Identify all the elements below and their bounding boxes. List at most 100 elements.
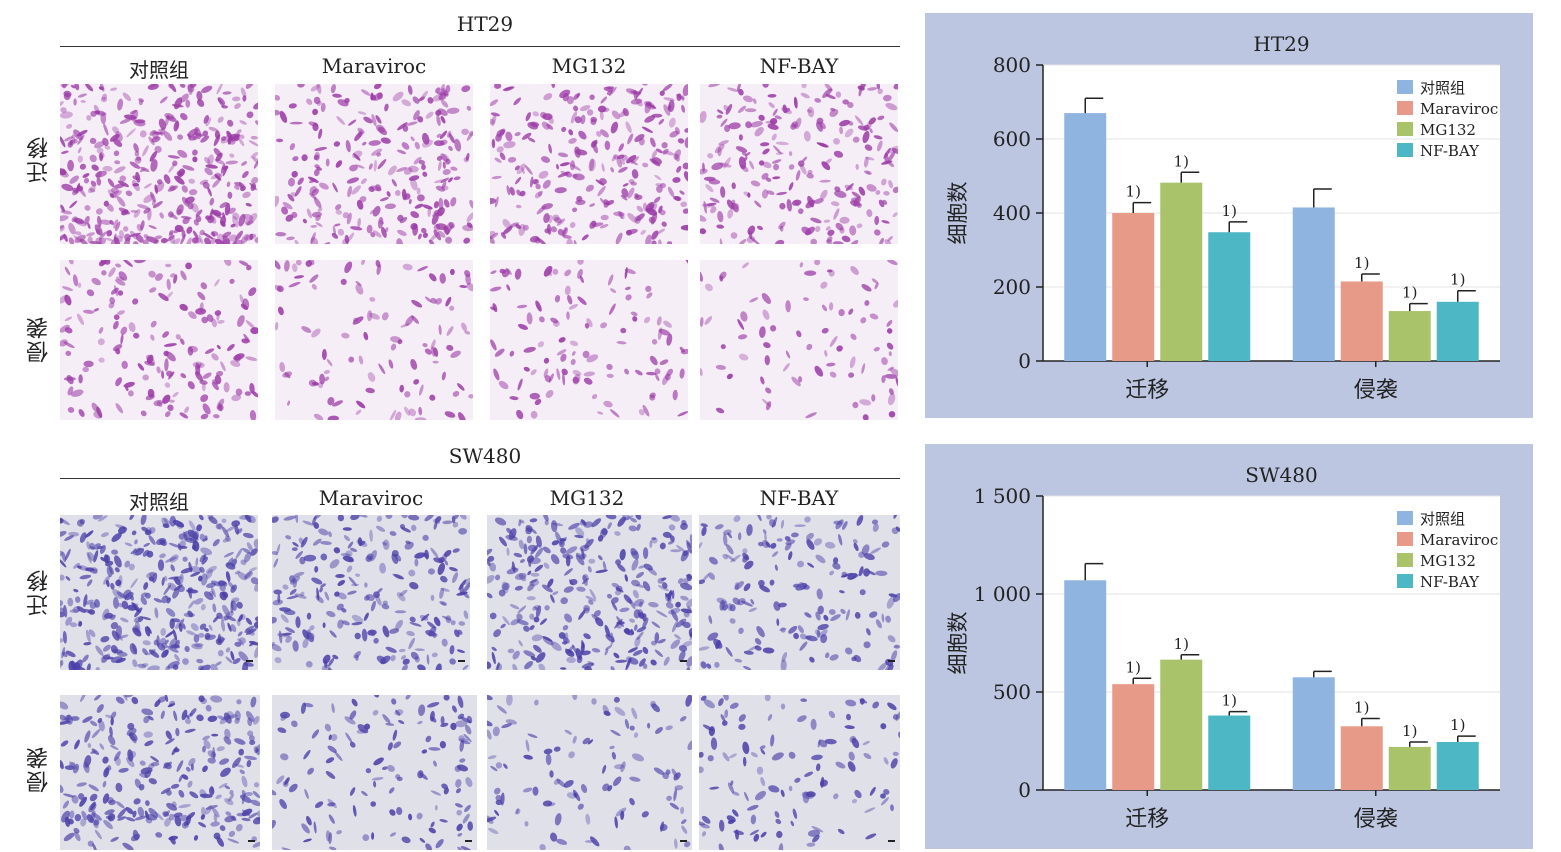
bar bbox=[1340, 726, 1383, 790]
micrograph-texture bbox=[60, 515, 258, 670]
legend-swatch bbox=[1397, 553, 1413, 567]
legend-label: 对照组 bbox=[1420, 510, 1465, 528]
bar bbox=[1292, 677, 1335, 790]
y-axis-label: 细胞数 bbox=[946, 182, 970, 245]
micrograph-texture bbox=[275, 84, 473, 244]
bar bbox=[1340, 281, 1383, 361]
significance-label: 1) bbox=[1450, 716, 1465, 734]
ht29-micrograph-migration-control bbox=[60, 84, 258, 244]
legend-label: NF-BAY bbox=[1420, 573, 1480, 591]
bar bbox=[1160, 182, 1203, 361]
micrograph-texture bbox=[487, 515, 692, 670]
ht29-col-head-maraviroc: Maraviroc bbox=[321, 54, 427, 78]
micrograph-texture bbox=[272, 695, 477, 850]
sw480-title-rule bbox=[60, 478, 900, 479]
significance-label: 1) bbox=[1354, 698, 1369, 716]
micrograph-texture bbox=[275, 260, 473, 420]
ht29-micrograph-invasion-maraviroc bbox=[275, 260, 473, 420]
sw480-col-head-control: 对照组 bbox=[129, 490, 189, 514]
sw480-micrograph-migration-nfbay bbox=[699, 515, 900, 670]
significance-label: 1) bbox=[1222, 692, 1237, 710]
micrograph-texture bbox=[272, 515, 470, 670]
ht29-row-label-migration: 迁移 bbox=[27, 135, 52, 183]
legend-label: 对照组 bbox=[1420, 79, 1465, 97]
significance-label: 1) bbox=[1402, 722, 1417, 740]
sw480-micrograph-migration-control bbox=[60, 515, 258, 670]
significance-label: 1) bbox=[1402, 284, 1417, 302]
significance-label: 1) bbox=[1450, 271, 1465, 289]
ht29-bar-chart: HT29 0 200 400 600 800 细胞数 1) 1) 1) 迁移 1) 1) 1) 侵袭 对照组 M… bbox=[925, 13, 1533, 418]
significance-label: 1) bbox=[1174, 635, 1189, 653]
bar bbox=[1436, 741, 1479, 790]
ht29-micrograph-migration-nfbay bbox=[700, 84, 898, 244]
bar bbox=[1160, 659, 1203, 790]
sw480-col-head-mg132: MG132 bbox=[549, 486, 625, 510]
x-category-label: 侵袭 bbox=[1354, 807, 1398, 832]
ht29-title-rule bbox=[60, 46, 900, 47]
micrograph-texture bbox=[60, 84, 258, 244]
significance-label: 1) bbox=[1126, 183, 1141, 201]
legend-label: NF-BAY bbox=[1420, 142, 1480, 160]
micrograph-texture bbox=[700, 260, 898, 420]
sw480-col-head-maraviroc: Maraviroc bbox=[318, 486, 424, 510]
significance-label: 1) bbox=[1354, 254, 1369, 272]
ht29-row-label-invasion: 侵袭 bbox=[27, 315, 52, 363]
micrograph-texture bbox=[60, 260, 258, 420]
ht29-micrograph-invasion-control bbox=[60, 260, 258, 420]
legend-swatch bbox=[1397, 101, 1413, 115]
significance-label: 1) bbox=[1222, 202, 1237, 220]
sw480-micrograph-migration-mg132 bbox=[487, 515, 692, 670]
sw480-col-head-nfbay: NF-BAY bbox=[759, 486, 839, 510]
sw480-row-label-migration: 迁移 bbox=[27, 568, 52, 616]
sw480-bar-chart: SW480 0 500 1 000 1 500 细胞数 1) 1) 1) 迁移 1) 1) 1) 侵袭 对照… bbox=[925, 444, 1533, 849]
x-category-label: 迁移 bbox=[1125, 807, 1169, 832]
sw480-bar-chart-svg: SW480 0 500 1 000 1 500 细胞数 1) 1) 1) 迁移 1) 1) 1) 侵袭 对照… bbox=[946, 463, 1500, 832]
chart-title: SW480 bbox=[1245, 463, 1317, 487]
legend-swatch bbox=[1397, 80, 1413, 94]
sw480-row-label-invasion: 侵袭 bbox=[27, 745, 52, 793]
sw480-micrograph-invasion-nfbay bbox=[699, 695, 900, 850]
legend-label: Maraviroc bbox=[1420, 100, 1498, 118]
y-tick-label: 1 000 bbox=[974, 582, 1031, 606]
bar bbox=[1064, 113, 1107, 361]
bar bbox=[1388, 746, 1431, 790]
significance-label: 1) bbox=[1174, 152, 1189, 170]
chart-title: HT29 bbox=[1253, 32, 1309, 56]
legend-swatch bbox=[1397, 122, 1413, 136]
legend-label: MG132 bbox=[1420, 552, 1476, 570]
sw480-panel-title: SW480 bbox=[448, 444, 522, 468]
ht29-micrograph-invasion-mg132 bbox=[490, 260, 688, 420]
legend-swatch bbox=[1397, 532, 1413, 546]
bar bbox=[1388, 311, 1431, 361]
ht29-micrograph-invasion-nfbay bbox=[700, 260, 898, 420]
micrograph-texture bbox=[699, 515, 900, 670]
ht29-col-head-nfbay: NF-BAY bbox=[759, 54, 839, 78]
bar bbox=[1208, 715, 1251, 790]
y-tick-label: 400 bbox=[993, 201, 1031, 225]
y-tick-label: 0 bbox=[1018, 349, 1031, 373]
legend-label: MG132 bbox=[1420, 121, 1476, 139]
ht29-col-head-mg132: MG132 bbox=[551, 54, 627, 78]
y-tick-label: 500 bbox=[993, 680, 1031, 704]
y-tick-label: 0 bbox=[1018, 778, 1031, 802]
micrograph-texture bbox=[700, 84, 898, 244]
legend-swatch bbox=[1397, 143, 1413, 157]
ht29-panel-title: HT29 bbox=[456, 12, 514, 36]
y-tick-label: 800 bbox=[993, 53, 1031, 77]
sw480-micrograph-invasion-mg132 bbox=[487, 695, 692, 850]
ht29-micrograph-migration-maraviroc bbox=[275, 84, 473, 244]
sw480-micrograph-invasion-maraviroc bbox=[272, 695, 477, 850]
y-tick-label: 200 bbox=[993, 275, 1031, 299]
bar bbox=[1208, 232, 1251, 361]
bar bbox=[1436, 301, 1479, 361]
y-tick-label: 1 500 bbox=[974, 484, 1031, 508]
micrograph-texture bbox=[60, 695, 260, 850]
significance-label: 1) bbox=[1126, 658, 1141, 676]
bar bbox=[1064, 580, 1107, 790]
micrograph-texture bbox=[699, 695, 900, 850]
bar bbox=[1112, 213, 1155, 361]
ht29-micrograph-migration-mg132 bbox=[490, 84, 688, 244]
legend-swatch bbox=[1397, 511, 1413, 525]
micrograph-texture bbox=[490, 84, 688, 244]
micrograph-texture bbox=[487, 695, 692, 850]
